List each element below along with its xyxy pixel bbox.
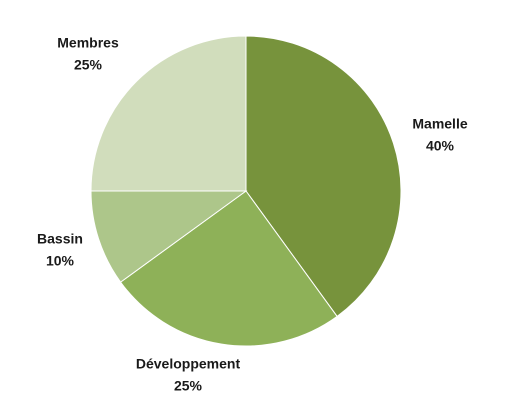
- value-label: 25%: [74, 57, 103, 73]
- pie-slice: [90, 190, 248, 283]
- pie-slice: [245, 35, 402, 318]
- value-label: 40%: [426, 138, 455, 154]
- slice-label: Mamelle: [412, 116, 467, 132]
- pie-slice: [119, 190, 338, 347]
- pie-slice: [90, 35, 247, 192]
- slice-label: Bassin: [37, 231, 83, 247]
- value-label: 10%: [46, 253, 75, 269]
- value-label: 25%: [174, 378, 203, 394]
- slice-label: Développement: [136, 356, 241, 372]
- slice-label: Membres: [57, 35, 119, 51]
